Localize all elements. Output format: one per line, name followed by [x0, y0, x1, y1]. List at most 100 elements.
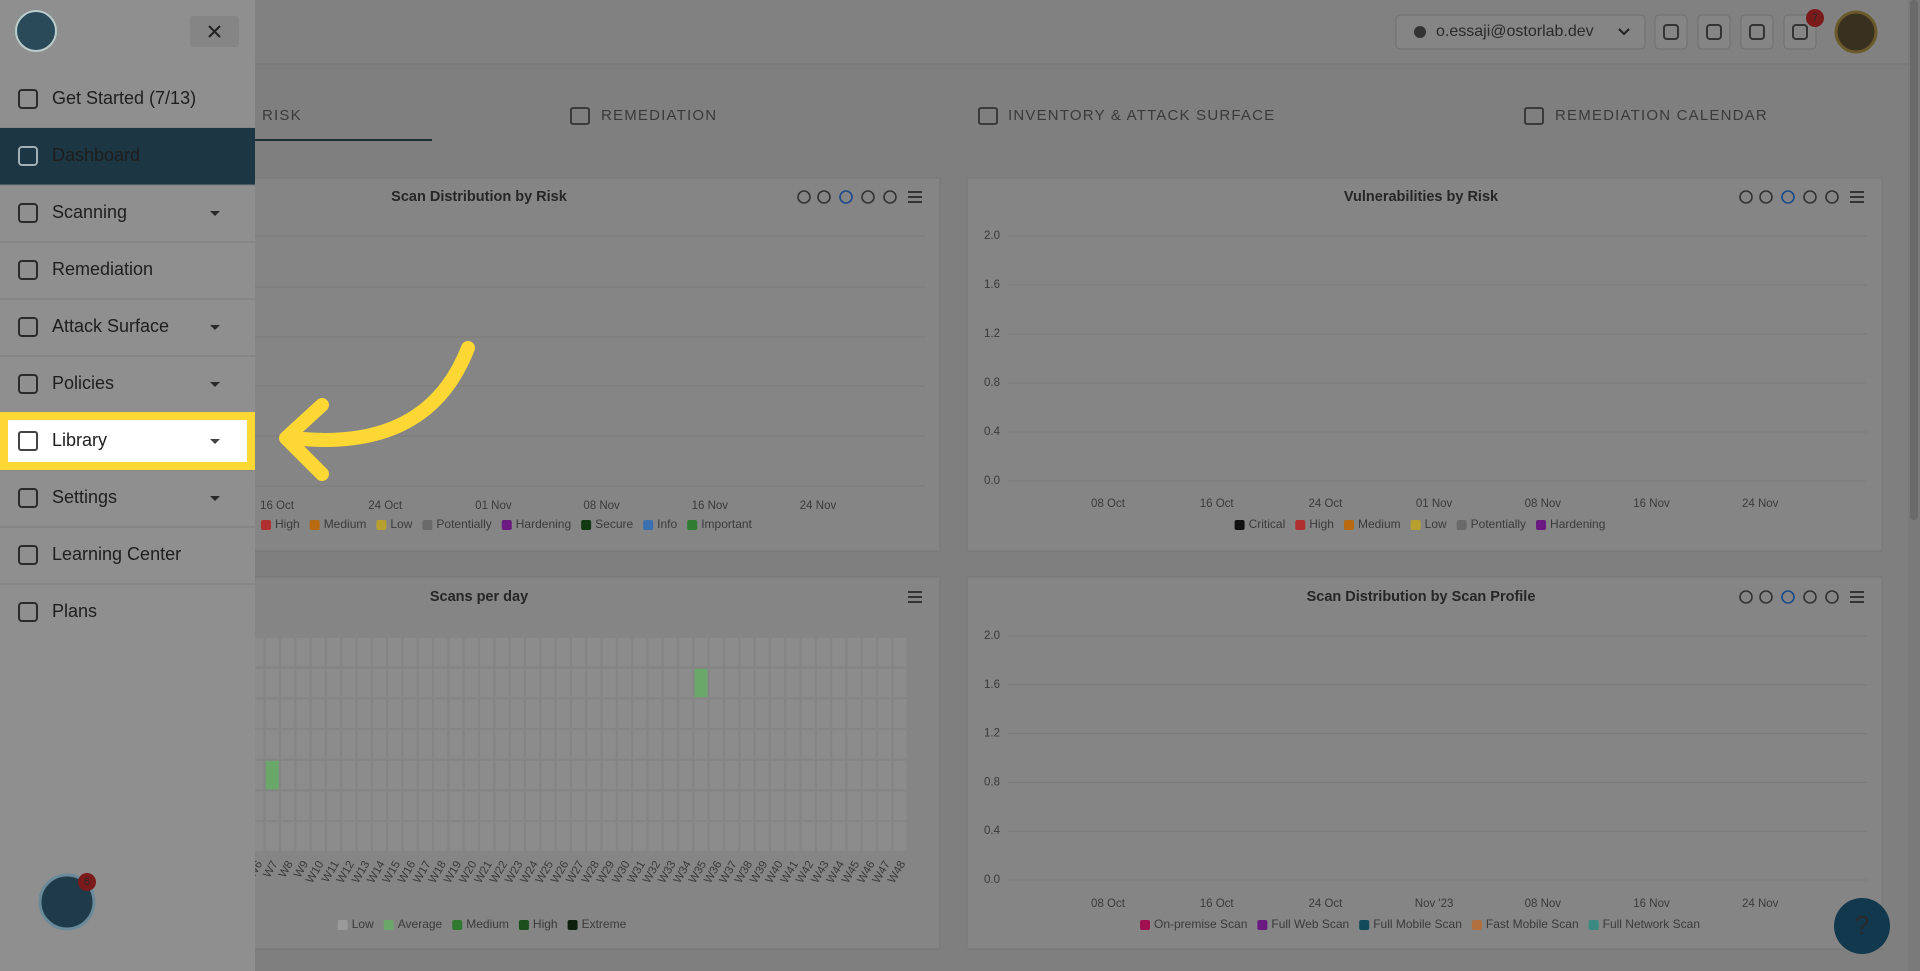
chart-title: Vulnerabilities by Risk: [1344, 189, 1499, 205]
nav-item[interactable]: Attack Surface: [52, 316, 169, 336]
heatmap-cell: [418, 822, 432, 851]
heatmap-cell: [602, 730, 616, 759]
header-button[interactable]: [1697, 14, 1731, 50]
heatmap-cell: [694, 760, 708, 790]
menu-icon[interactable]: [908, 191, 922, 203]
heatmap-cell: [541, 730, 555, 759]
x-tick-label: 24 Nov: [800, 500, 837, 512]
nav-item[interactable]: Policies: [52, 373, 114, 393]
toolbar-icon[interactable]: [1803, 190, 1817, 204]
heatmap-cell: [403, 791, 417, 820]
nav-icon: [18, 260, 38, 280]
heatmap-cell: [526, 668, 540, 698]
heatmap-cell: [740, 699, 754, 728]
toolbar-icon[interactable]: [1759, 590, 1773, 604]
heatmap-cell: [265, 791, 279, 820]
legend-label: Full Network Scan: [1603, 917, 1700, 931]
legend-swatch: [452, 920, 463, 930]
menu-icon[interactable]: [1850, 591, 1864, 603]
heatmap-cell: [786, 699, 800, 728]
nav-item[interactable]: Scanning: [52, 202, 127, 222]
avatar[interactable]: [1834, 10, 1878, 54]
legend-swatch: [1359, 920, 1370, 930]
heatmap-cell: [725, 699, 739, 728]
assistant-badge: [78, 873, 96, 891]
toolbar-icon[interactable]: [1825, 590, 1839, 604]
help-button[interactable]: [1834, 898, 1890, 954]
heatmap-cell: [464, 699, 478, 728]
nav-item[interactable]: Remediation: [52, 259, 153, 279]
x-tick-label: 08 Nov: [1525, 898, 1562, 910]
nav-item[interactable]: Settings: [52, 487, 117, 507]
heatmap-cell: [418, 699, 432, 728]
toolbar-icon[interactable]: [1739, 190, 1753, 204]
heatmap-cell: [464, 730, 478, 759]
heatmap-cell: [372, 668, 386, 698]
y-tick-label: 0.8: [984, 776, 1000, 788]
header-button[interactable]: [1740, 14, 1774, 50]
heatmap-cell: [832, 791, 846, 820]
heatmap-cell: [694, 638, 708, 667]
nav-item[interactable]: Get Started (7/13): [52, 88, 196, 108]
heatmap-cell: [847, 760, 861, 790]
heatmap-cell: [403, 730, 417, 759]
heatmap-cell: [556, 730, 570, 759]
y-tick-label: 0.8: [984, 377, 1000, 389]
x-tick-label: 01 Nov: [475, 500, 512, 512]
heatmap-cell: [296, 822, 310, 851]
heatmap-cell: [663, 699, 677, 728]
heatmap-cell: [265, 668, 279, 698]
nav-item[interactable]: Learning Center: [52, 544, 181, 564]
heatmap-cell: [602, 791, 616, 820]
help-label[interactable]: ?: [1855, 910, 1869, 940]
header-button[interactable]: [1654, 14, 1688, 50]
user-menu[interactable]: [1395, 14, 1646, 50]
tab-icon: [978, 107, 998, 125]
tab[interactable]: REMEDIATION CALENDAR: [1555, 107, 1768, 124]
menu-icon[interactable]: [908, 591, 922, 603]
x-tick-label: 16 Nov: [692, 500, 729, 512]
toolbar-icon[interactable]: [1781, 590, 1795, 604]
legend-swatch: [261, 520, 271, 530]
tab[interactable]: REMEDIATION: [601, 107, 717, 124]
toolbar-icon[interactable]: [1781, 190, 1795, 204]
heatmap-cell: [816, 638, 830, 667]
y-tick-label: 1.2: [984, 728, 1000, 740]
tab[interactable]: RISK: [262, 107, 302, 124]
toolbar-icon[interactable]: [817, 190, 831, 204]
heatmap-cell: [633, 699, 647, 728]
y-tick-label: 0.4: [984, 825, 1001, 837]
nav-caret: [210, 325, 220, 330]
heatmap-cell: [878, 822, 892, 851]
heatmap-cell: [648, 791, 662, 820]
heatmap-cell: [541, 760, 555, 790]
heatmap-cell: [663, 791, 677, 820]
nav-item[interactable]: Plans: [52, 601, 97, 621]
toolbar-icon[interactable]: [839, 190, 853, 204]
chart-title: Scan Distribution by Risk: [391, 189, 568, 205]
tab[interactable]: INVENTORY & ATTACK SURFACE: [1008, 107, 1275, 124]
legend-label: Hardening: [1550, 517, 1605, 531]
heatmap-cell: [311, 822, 325, 851]
nav-item[interactable]: Library: [52, 430, 107, 450]
toolbar-icon[interactable]: [861, 190, 875, 204]
legend-label: Important: [701, 517, 752, 531]
nav-item[interactable]: Dashboard: [52, 145, 140, 165]
heatmap-cell: [801, 668, 815, 698]
heatmap-cell: [388, 760, 402, 790]
heatmap-cell: [449, 760, 463, 790]
assistant-logo[interactable]: [38, 873, 96, 931]
toolbar-icon[interactable]: [883, 190, 897, 204]
toolbar-icon[interactable]: [1739, 590, 1753, 604]
heatmap-cell: [526, 638, 540, 667]
toolbar-icon[interactable]: [1759, 190, 1773, 204]
heatmap-cell: [342, 791, 356, 820]
heatmap-cell: [464, 822, 478, 851]
toolbar-icon[interactable]: [1803, 590, 1817, 604]
heatmap-cell: [587, 760, 601, 790]
toolbar-icon[interactable]: [797, 190, 811, 204]
legend-label: Low: [1425, 517, 1447, 531]
menu-icon[interactable]: [1850, 191, 1864, 203]
toolbar-icon[interactable]: [1825, 190, 1839, 204]
heatmap-cell: [327, 668, 341, 698]
